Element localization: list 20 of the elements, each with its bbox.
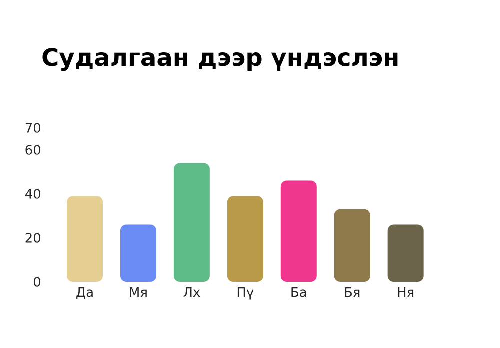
chart-title: Судалгаан дээр үндэслэн <box>42 48 398 72</box>
y-tick-label: 0 <box>34 277 41 287</box>
x-tick-label: Ня <box>398 288 414 298</box>
bar <box>120 224 156 282</box>
x-tick-label: Пү <box>238 288 254 300</box>
bar <box>227 196 264 282</box>
x-tick-label: Ба <box>292 288 306 298</box>
x-tick-label: Да <box>76 288 93 300</box>
y-tick-label: 20 <box>26 233 41 243</box>
bar <box>334 209 370 282</box>
bar <box>388 224 424 282</box>
y-tick-label: 40 <box>25 189 41 199</box>
y-tick-label: 70 <box>26 123 41 133</box>
x-tick-label: Бя <box>345 288 360 298</box>
x-tick-label: Лх <box>184 288 200 298</box>
y-tick-label: 60 <box>26 145 41 155</box>
bar <box>280 180 317 282</box>
bar <box>67 196 104 282</box>
x-tick-label: Мя <box>130 288 147 298</box>
bar <box>174 163 210 282</box>
